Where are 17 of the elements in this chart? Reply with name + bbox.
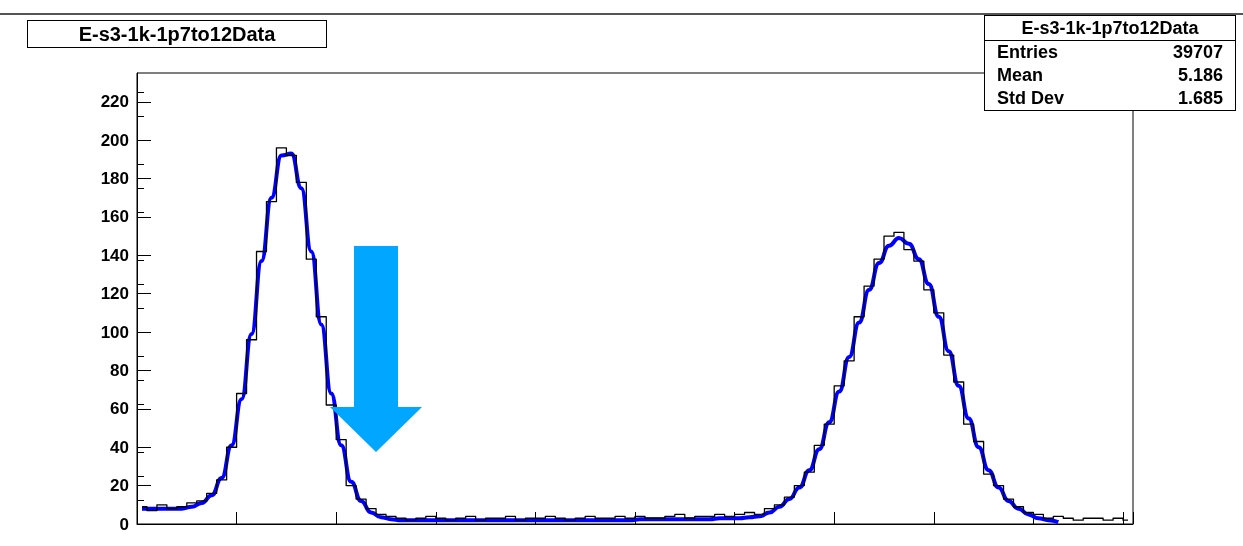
text: Mean 5.186 (997, 65, 1223, 85)
text: Std Dev 1.685 (997, 88, 1223, 108)
y-tick-label: 20 (110, 476, 129, 496)
y-tick-label: 220 (100, 92, 129, 112)
text: E-s3-1k-1p7to12Data (985, 16, 1235, 41)
y-tick-label: 60 (110, 399, 129, 419)
y-tick-label: 120 (100, 284, 129, 304)
y-tick-label: 80 (110, 360, 129, 380)
y-tick-label: 180 (100, 169, 129, 189)
y-tick-label: 100 (100, 322, 129, 342)
y-tick-label: 0 (119, 514, 129, 534)
y-tick-label: 40 (110, 437, 129, 457)
y-tick-label: 200 (100, 130, 129, 150)
y-tick-label: 140 (100, 245, 129, 265)
chart-title: E-s3-1k-1p7to12Data (27, 20, 327, 48)
text: Entries 39707 (997, 42, 1223, 62)
y-tick-label: 160 (100, 207, 129, 227)
